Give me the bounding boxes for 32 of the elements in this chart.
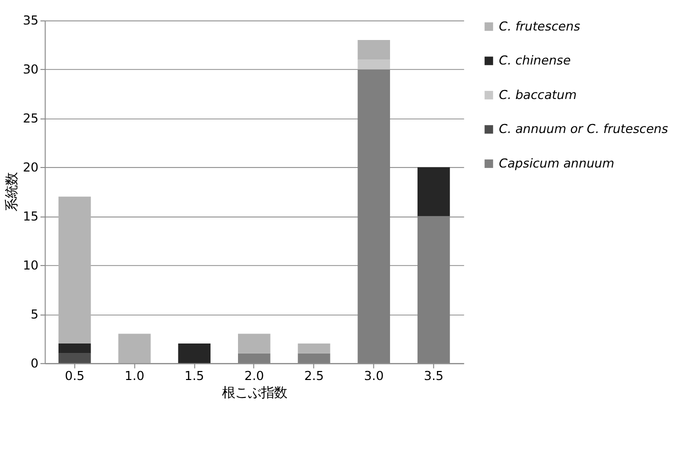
x-tick-label: 3.0 [364,368,384,383]
y-tick-label: 15 [22,210,39,224]
x-tick-label: 3.5 [424,368,444,383]
bar [238,334,270,354]
legend-label: C. frutescens [498,19,581,34]
bar [298,344,330,354]
bar [418,167,450,216]
legend-label: Capsicum annuum [498,156,614,170]
x-axis-title: 根こぶ指数 [222,386,288,401]
x-tick-label: 0.5 [64,368,84,383]
x-tick-label: 2.5 [304,368,324,383]
y-tick-label: 5 [30,307,39,322]
y-axis-title: 系統数 [5,172,20,212]
bar [58,196,91,344]
x-tick-label: 1.0 [124,368,144,383]
y-tick-label: 10 [22,258,39,272]
y-tick-label: 35 [22,14,39,28]
bar [58,353,91,364]
bar [178,344,211,364]
y-tick-label: 25 [22,112,39,126]
bar [118,334,151,364]
y-tick-label: 20 [22,160,39,175]
legend-label: C. baccatum [498,88,577,102]
bar [58,344,91,354]
bar [358,40,390,60]
x-tick-label: 1.5 [184,368,204,383]
legend-label: C. annuum or C. frutescens [498,122,669,136]
bar [358,60,390,70]
legend-label: C. chinense [498,54,572,68]
x-tick-label: 2.0 [244,368,264,383]
y-tick-label: 30 [22,62,39,77]
y-tick-label: 0 [30,356,39,370]
